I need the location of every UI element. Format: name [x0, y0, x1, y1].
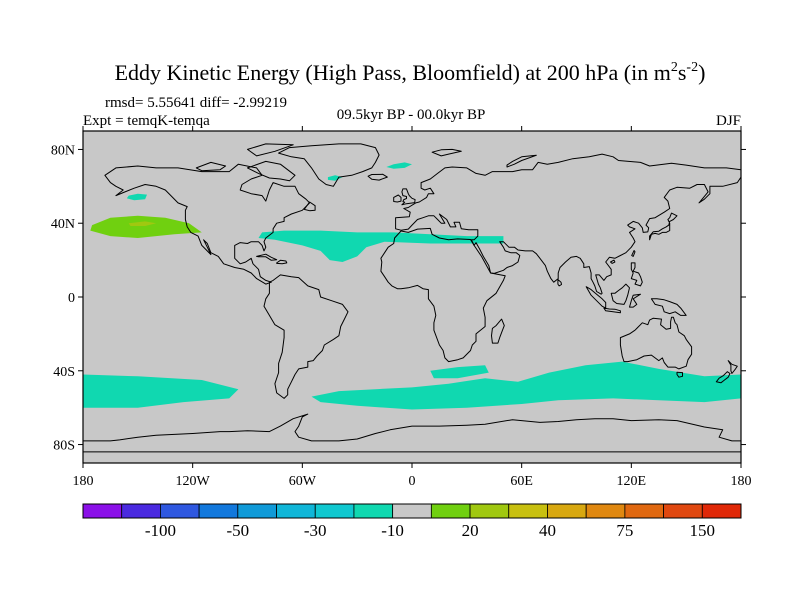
- title-s-unit: s: [678, 60, 687, 85]
- y-tick-label: 40S: [53, 365, 75, 380]
- colorbar-swatch: [314, 503, 355, 519]
- colorbar-label: -10: [381, 521, 404, 540]
- coastline-ireland: [393, 194, 402, 203]
- y-tick-label: 80S: [53, 439, 75, 454]
- coastline-new-zealand-north: [727, 360, 738, 374]
- colorbar-swatch: [430, 503, 471, 519]
- coastline-madagascar: [491, 318, 505, 344]
- region-north-pacific-positive: [90, 215, 202, 238]
- x-axis-ticks: 180 120W 60W 0 60E 120E 180: [73, 126, 752, 489]
- colorbar: -100 -50 -30 -10 20 40 75 150: [82, 503, 742, 540]
- y-tick-label: 80N: [51, 143, 75, 158]
- chart-title-text: Eddy Kinetic Energy (High Pass, Bloomfie…: [115, 60, 671, 85]
- stats-label: rmsd= 5.55641 diff= -2.99219: [105, 95, 287, 111]
- colorbar-swatch: [198, 503, 239, 519]
- colorbar-swatch: [585, 503, 626, 519]
- title-m-superscript: 2: [671, 60, 678, 75]
- colorbar-swatch: [121, 503, 161, 519]
- colorbar-swatch: [469, 503, 510, 519]
- coastline-taiwan: [631, 250, 636, 257]
- colorbar-label: -100: [145, 521, 176, 540]
- x-tick-label: 120E: [617, 474, 647, 489]
- coastline-australia: [619, 316, 693, 370]
- chart-title: Eddy Kinetic Energy (High Pass, Bloomfie…: [115, 60, 706, 85]
- coastline-hispaniola: [276, 259, 288, 265]
- coastline-novaya-zemlya: [506, 154, 537, 168]
- coastline-java: [603, 307, 621, 314]
- region-south-atlantic-tongue: [430, 365, 489, 379]
- coastline-svalbard: [431, 148, 462, 157]
- season-label: DJF: [716, 113, 741, 129]
- coastline-sulawesi: [629, 293, 641, 308]
- coastline-victoria-island: [195, 161, 227, 172]
- colorbar-swatch: [276, 503, 316, 519]
- coastline-hainan: [610, 259, 616, 264]
- region-gulf-of-alaska-negative: [126, 193, 147, 201]
- colorbar-swatch: [701, 503, 742, 519]
- coastline-north-america: [104, 163, 311, 285]
- y-tick-label: 40N: [51, 217, 75, 232]
- colorbar-frame: [82, 503, 742, 519]
- coastline-south-america: [263, 274, 349, 399]
- coastline-new-zealand-south: [715, 371, 731, 384]
- coastline-great-britain: [401, 188, 416, 206]
- colorbar-swatch: [547, 503, 587, 519]
- x-tick-label: 60W: [289, 474, 317, 489]
- x-tick-label: 0: [409, 474, 416, 489]
- x-tick-label: 120W: [176, 474, 211, 489]
- coastlines: [83, 143, 741, 453]
- coastline-africa: [380, 227, 506, 363]
- coastline-newfoundland: [303, 201, 316, 212]
- map-area: 180 120W 60W 0 60E 120E 180 80N 40N 0 40S 80S: [51, 126, 752, 489]
- coastline-sumatra: [585, 286, 607, 309]
- period-label: 09.5kyr BP - 00.0kyr BP: [337, 107, 486, 123]
- colorbar-swatch: [663, 503, 703, 519]
- coastline-cuba: [256, 253, 278, 261]
- colorbar-label: -30: [304, 521, 327, 540]
- colorbar-swatch: [160, 503, 200, 519]
- colorbar-label: 150: [690, 521, 716, 540]
- coastline-baffin-island: [247, 160, 296, 182]
- coastline-new-guinea: [650, 298, 687, 316]
- region-greenland-sea-negative: [386, 162, 412, 169]
- title-close-paren: ): [698, 60, 705, 85]
- map-background: [83, 131, 741, 463]
- colorbar-label: 75: [616, 521, 633, 540]
- region-south-pacific-negative: [83, 374, 239, 408]
- x-tick-label: 60E: [510, 474, 533, 489]
- coastline-ellesmere-island: [247, 143, 294, 157]
- colorbar-swatch: [392, 503, 432, 519]
- colorbar-swatch: [237, 503, 277, 519]
- region-southern-ocean-negative: [311, 361, 741, 410]
- colorbar-swatch: [82, 503, 123, 519]
- colorbar-label: 20: [462, 521, 479, 540]
- x-tick-label: 180: [731, 474, 752, 489]
- coastline-sri-lanka: [557, 279, 562, 287]
- y-axis-ticks: 80N 40N 0 40S 80S: [51, 143, 746, 454]
- coastline-antarctica: [83, 413, 741, 453]
- x-tick-label: 180: [73, 474, 94, 489]
- coastline-greenland: [278, 143, 380, 187]
- colorbar-label: -50: [226, 521, 249, 540]
- region-north-pacific-positive-core: [128, 221, 157, 226]
- coastline-philippines: [630, 262, 643, 287]
- experiment-label: Expt = temqK-temqa: [83, 113, 210, 129]
- coastline-tasmania: [676, 371, 683, 378]
- coastline-iceland: [367, 173, 388, 181]
- colorbar-label: 40: [539, 521, 556, 540]
- coastline-japan: [649, 212, 678, 241]
- coastline-eurasia: [395, 153, 741, 295]
- colorbar-swatch: [624, 503, 664, 519]
- colorbar-swatch: [353, 503, 394, 519]
- coastline-borneo: [610, 283, 630, 305]
- colorbar-swatch: [508, 503, 548, 519]
- y-tick-label: 0: [68, 291, 75, 306]
- title-s-superscript: -2: [686, 60, 698, 75]
